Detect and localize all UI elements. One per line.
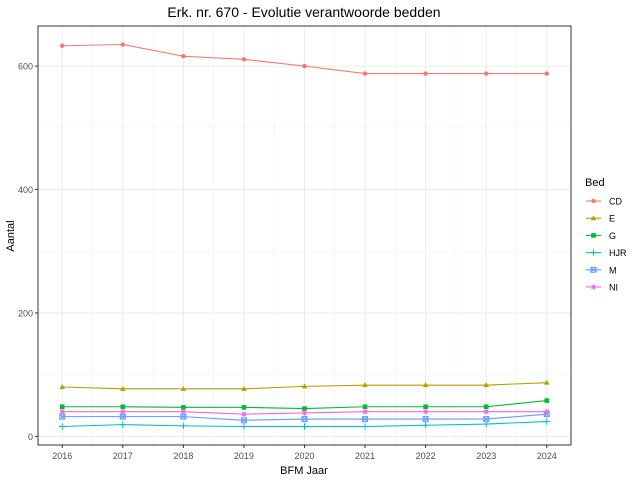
legend-marker [590,215,597,221]
legend-label: CD [609,197,622,207]
y-axis: 0 200 400 600 [18,62,38,442]
data-point-hjr [543,418,550,425]
legend-item-ni: NI [586,283,618,293]
data-point-hjr [361,423,369,430]
data-point-e [362,382,368,388]
data-point-g [241,405,247,410]
data-point-e [422,382,429,388]
data-point-ni [180,409,186,415]
data-point-g [544,398,550,403]
data-point-g [120,404,126,410]
legend-label: G [609,231,616,241]
y-tick-label: 600 [18,62,33,72]
legend-item-hjr: HJR [586,248,627,258]
data-point-m [301,416,308,423]
data-point-ni [301,410,308,416]
legend-label: E [609,214,615,224]
x-tick-label: 2021 [355,451,375,461]
data-point-cd [362,71,368,76]
data-point-g [181,405,186,410]
data-point-g [483,404,489,410]
legend-label: HJR [609,248,627,258]
data-point-g [423,404,428,410]
data-point-ni [483,409,489,415]
data-point-m [240,417,247,424]
data-point-cd [544,71,549,76]
legend: Bed CD EG HJR M NI [585,177,627,293]
data-point-hjr [240,423,248,430]
data-point-e [119,385,126,391]
y-tick-label: 200 [18,308,33,318]
x-tick-label: 2018 [173,451,193,461]
x-tick-label: 2023 [476,451,496,461]
data-point-ni [423,409,429,415]
legend-item-cd: CD [586,197,622,207]
legend-marker [590,284,597,290]
data-point-cd [60,43,65,48]
x-tick-label: 2019 [234,451,254,461]
legend-marker [590,266,597,273]
x-axis: 2016 2017 2018 2019 2020 2021 2022 2023 2024 [52,445,557,461]
data-point-ni [362,409,368,415]
legend-marker [591,233,596,238]
data-point-g [302,406,307,411]
data-point-hjr [422,422,429,429]
data-point-hjr [59,423,66,430]
data-point-ni [241,411,247,417]
data-point-e [483,382,490,388]
legend-marker [591,198,596,204]
data-point-ni [544,409,550,415]
x-tick-label: 2017 [113,451,133,461]
x-tick-label: 2016 [52,451,72,461]
data-point-cd [241,57,247,62]
data-point-cd [484,71,489,76]
data-point-e [543,379,550,385]
data-point-e [59,383,66,389]
data-point-e [241,385,247,391]
data-point-g [59,404,65,410]
data-point-e [301,383,308,389]
x-tick-label: 2024 [537,451,557,461]
series-lines [59,42,550,430]
data-point-cd [120,42,125,47]
x-axis-label: BFM Jaar [280,465,328,477]
data-point-cd [181,54,186,59]
data-point-m [362,416,369,423]
data-point-g [362,404,368,410]
y-tick-label: 0 [28,432,33,442]
legend-label: NI [609,283,618,293]
legend-label: M [609,265,617,275]
data-point-ni [59,409,65,415]
legend-title: Bed [585,177,605,189]
data-point-m [422,416,429,423]
legend-item-e: E [586,214,615,224]
legend-marker [590,249,597,256]
data-point-e [180,385,187,391]
y-axis-label: Aantal [5,220,17,251]
chart-title: Erk. nr. 670 - Evolutie verantwoorde bed… [167,4,440,20]
legend-item-g: G [586,231,616,241]
x-tick-label: 2020 [294,451,314,461]
data-point-cd [302,63,307,69]
data-point-hjr [180,422,187,430]
data-point-hjr [301,423,308,430]
data-point-cd [423,71,428,76]
x-tick-label: 2022 [416,451,436,461]
data-point-m [483,416,490,423]
data-point-ni [120,409,126,415]
y-tick-label: 400 [18,185,33,195]
data-point-hjr [119,421,126,428]
grid-lines [38,26,571,445]
legend-item-m: M [586,265,617,275]
